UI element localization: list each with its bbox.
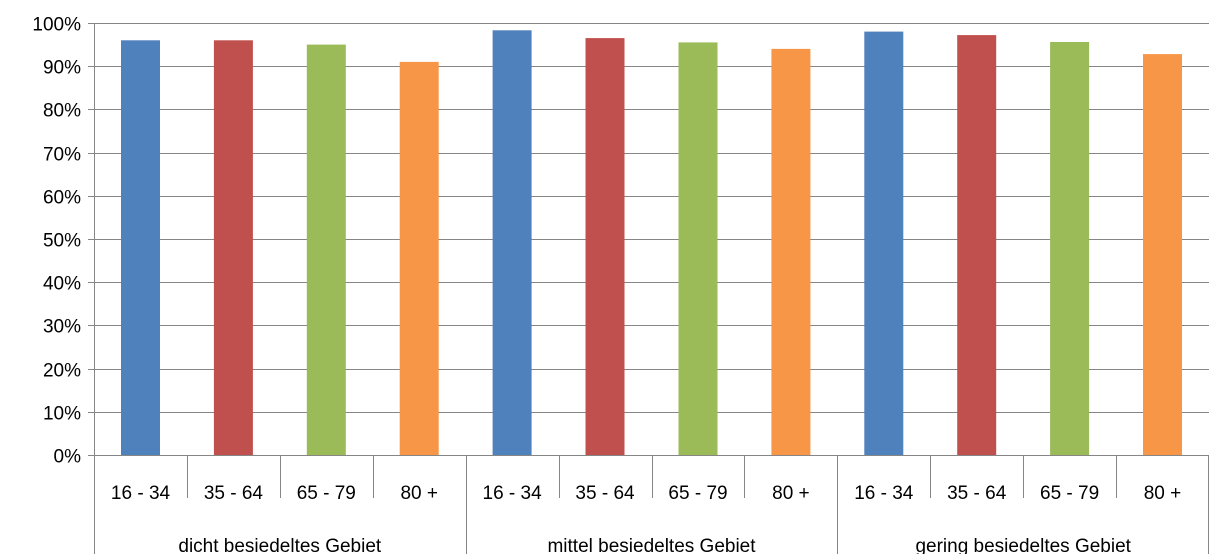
x-category-label: 35 - 64 [204, 483, 264, 504]
y-tick-label: 10% [43, 404, 81, 425]
bar [121, 40, 160, 456]
x-category-label: 16 - 34 [483, 483, 543, 504]
x-category-label: 80 + [1144, 483, 1182, 504]
x-category-label: 80 + [400, 483, 438, 504]
labels: 0% 10% 20% 30% 40% 50% 60% 70% 80% 90% 100% 16 - 34… [32, 15, 1181, 554]
bar [399, 61, 439, 456]
y-tick-label: 20% [43, 361, 81, 382]
bar [1143, 54, 1182, 455]
x-group-label: mittel besiedeltes Gebiet [547, 536, 756, 554]
y-tick-label: 0% [54, 447, 82, 468]
x-category-label: 16 - 34 [854, 483, 914, 504]
x-category-label: 65 - 79 [1040, 483, 1099, 504]
y-tick-label: 50% [43, 231, 81, 252]
bar [492, 30, 532, 456]
gridlines [94, 23, 1209, 413]
bar [957, 35, 997, 455]
y-tick-label: 30% [43, 317, 81, 338]
x-category-label: 35 - 64 [947, 483, 1007, 504]
bar [864, 31, 904, 455]
y-tick-label: 90% [43, 58, 81, 79]
axes [88, 23, 1209, 554]
x-category-label: 65 - 79 [668, 483, 727, 504]
x-category-label: 65 - 79 [297, 483, 356, 504]
y-tick-label: 60% [43, 188, 81, 209]
x-group-label: dicht besiedeltes Gebiet [178, 536, 382, 554]
y-tick-label: 100% [32, 15, 81, 36]
bar [585, 38, 625, 455]
bar [1050, 42, 1090, 455]
x-category-label: 35 - 64 [575, 483, 635, 504]
y-tick-label: 40% [43, 274, 81, 295]
y-tick-label: 80% [43, 101, 81, 122]
bar [771, 48, 811, 456]
bars [121, 30, 1182, 456]
x-group-label: gering besiedeltes Gebiet [915, 536, 1131, 554]
y-tick-label: 70% [43, 145, 81, 166]
bar [678, 42, 718, 456]
x-category-label: 16 - 34 [111, 483, 171, 504]
bar [213, 40, 253, 456]
x-category-label: 80 + [772, 483, 810, 504]
bar [306, 44, 346, 455]
